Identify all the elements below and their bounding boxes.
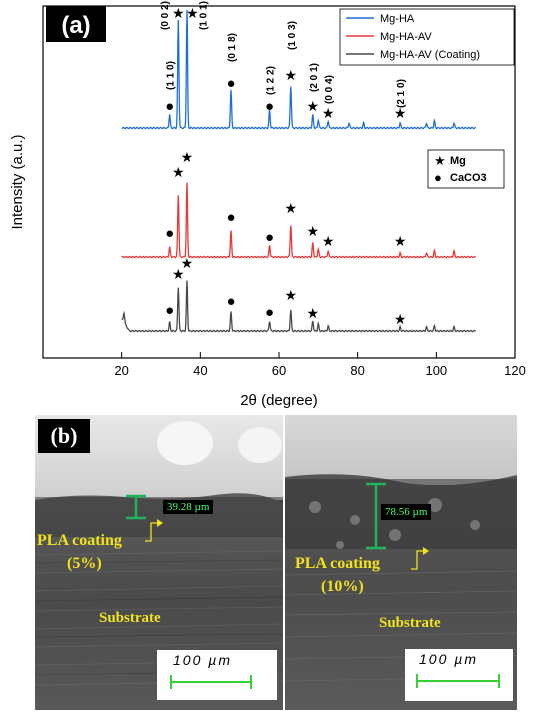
mg-star-marker: ★	[394, 233, 407, 249]
caco3-circle-marker: ●	[165, 302, 174, 319]
panel-a-label: (a)	[61, 12, 90, 39]
panel-b-label: (b)	[38, 419, 90, 453]
caco3-circle-marker: ●	[226, 293, 235, 310]
marker-legend: ★ Mg ● CaCO3	[427, 149, 505, 189]
thickness-label-right: 78.56 µm	[381, 504, 432, 520]
series-line-mg-ha-av	[121, 182, 477, 259]
coating-percent-right: (10%)	[321, 578, 364, 595]
arrow-icon-right	[411, 547, 429, 570]
peak-label: (2 0 1)	[309, 63, 320, 92]
coating-label-right: PLA coating	[295, 555, 380, 572]
mg-star-marker: ★	[307, 305, 320, 321]
mg-star-marker: ★	[186, 5, 199, 21]
mg-star-marker: ★	[307, 98, 320, 114]
coating-label-left: PLA coating	[37, 532, 122, 549]
xrd-chart: (a) 20 40 60 80 100 120 2θ (degree) Intensity…	[9, 1, 526, 409]
x-axis-label: 2θ (degree)	[240, 392, 318, 409]
micrograph-10-percent: 78.56 µm PLA coating (10%) Substrate 100…	[285, 415, 517, 710]
caco3-circle-marker: ●	[165, 98, 174, 115]
mg-star-marker: ★	[285, 67, 298, 83]
arrow-icon-left	[145, 519, 163, 542]
substrate-label-right: Substrate	[379, 615, 441, 631]
mg-star-marker: ★	[285, 200, 298, 216]
panel-a-label-box	[46, 6, 106, 42]
scale-label-left: 100 µm	[173, 652, 232, 668]
peak-label: (1 0 1)	[199, 1, 210, 30]
peak-label: (1 1 0)	[166, 61, 177, 90]
circle-icon: ●	[434, 170, 442, 185]
scale-bar-left	[170, 675, 252, 689]
scale-bar-right	[416, 674, 500, 688]
x-tick-label: 120	[504, 363, 526, 378]
mg-star-marker: ★	[285, 287, 298, 303]
thickness-marker-left	[126, 494, 146, 520]
caco3-circle-marker: ●	[265, 229, 274, 246]
mg-star-marker: ★	[181, 255, 194, 271]
series-line-mg-ha-av-coating	[121, 280, 477, 333]
y-axis-label: Intensity (a.u.)	[9, 134, 26, 229]
caco3-circle-marker: ●	[226, 75, 235, 92]
series-line-mg-ha	[121, 9, 476, 130]
caco3-circle-marker: ●	[165, 225, 174, 242]
mg-star-marker: ★	[322, 233, 335, 249]
x-tick-label: 20	[114, 363, 128, 378]
substrate-label-left: Substrate	[99, 610, 161, 626]
peak-label: (0 1 8)	[227, 33, 238, 62]
thickness-label-left: 39.28 µm	[163, 500, 214, 514]
star-icon: ★	[434, 153, 446, 168]
legend-label-1: Mg-HA-AV	[380, 31, 432, 43]
mg-star-marker: ★	[172, 164, 185, 180]
mg-star-marker: ★	[307, 223, 320, 239]
marker-legend-box	[427, 149, 505, 189]
marker-legend-caco3: CaCO3	[450, 172, 487, 184]
peak-label: (0 0 2)	[160, 1, 171, 30]
mg-star-marker: ★	[172, 266, 185, 282]
coating-percent-left: (5%)	[67, 555, 102, 572]
mg-star-marker: ★	[322, 105, 335, 121]
x-tick-label: 60	[272, 363, 286, 378]
peak-labels: (1 1 0) (0 0 2) (1 0 1) (0 1 8) (1 2 2) (1 0 …	[160, 1, 407, 108]
scale-bar-box-left: 100 µm	[157, 650, 277, 700]
legend: Mg-HA Mg-HA-AV Mg-HA-AV (Coating)	[339, 8, 515, 66]
peak-label: (1 2 2)	[266, 66, 277, 95]
peak-markers: ●★ ★●●★★ ★ ★●★★●●★★★ ★●★★●●★★ ★	[165, 5, 406, 327]
x-tick-label: 40	[193, 363, 207, 378]
peak-label: (2 1 0)	[396, 79, 407, 108]
legend-label-0: Mg-HA	[380, 13, 415, 25]
x-tick-label: 100	[425, 363, 447, 378]
scale-label-right: 100 µm	[419, 651, 478, 667]
x-axis-ticks: 20 40 60 80 100 120	[114, 352, 526, 378]
caco3-circle-marker: ●	[265, 304, 274, 321]
x-tick-label: 80	[350, 363, 364, 378]
mg-star-marker: ★	[394, 311, 407, 327]
caco3-circle-marker: ●	[265, 98, 274, 115]
peak-label: (1 0 3)	[287, 21, 298, 50]
scale-bar-box-right: 100 µm	[405, 649, 513, 701]
legend-label-2: Mg-HA-AV (Coating)	[380, 49, 480, 61]
mg-star-marker: ★	[394, 105, 407, 121]
peak-label: (0 0 4)	[324, 75, 335, 104]
mg-star-marker: ★	[172, 5, 185, 21]
micrograph-5-percent: 39.28 µm PLA coating (5%) Substrate 100 …	[35, 415, 283, 710]
caco3-circle-marker: ●	[226, 209, 235, 226]
marker-legend-mg: Mg	[450, 155, 466, 167]
thickness-marker-right	[366, 482, 386, 550]
mg-star-marker: ★	[181, 149, 194, 165]
